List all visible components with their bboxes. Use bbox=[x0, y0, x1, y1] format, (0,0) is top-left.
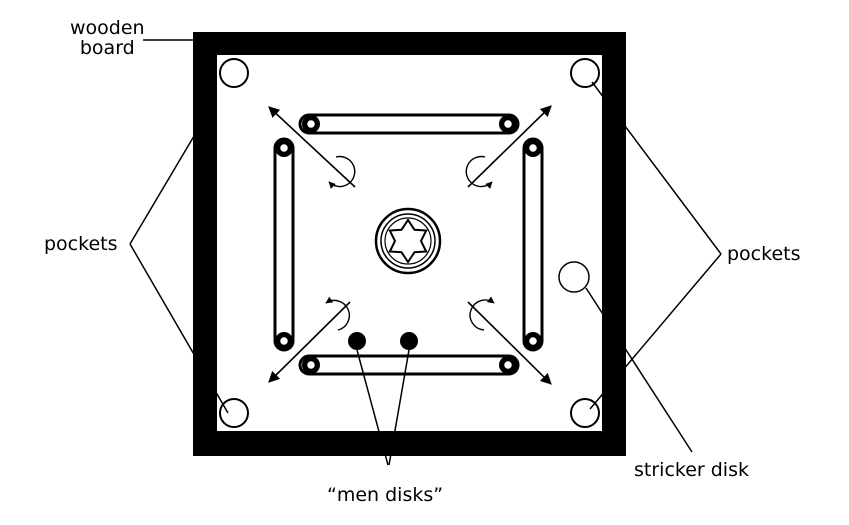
pocket-top-left bbox=[219, 58, 249, 88]
leader-men-disk-1 bbox=[356, 349, 389, 466]
leader-men-disk-2 bbox=[388, 349, 410, 466]
label-pockets-right: pockets bbox=[727, 243, 801, 265]
base-line-right bbox=[522, 137, 544, 352]
base-line-left bbox=[273, 137, 295, 352]
star-icon bbox=[388, 218, 428, 264]
label-stricker-disk: stricker disk bbox=[634, 459, 749, 481]
arrow-bottom-left bbox=[268, 301, 351, 383]
leader-stricker-disk bbox=[585, 287, 693, 453]
label-wooden: wooden bbox=[70, 17, 145, 39]
base-lines bbox=[273, 113, 544, 376]
men-disks bbox=[348, 332, 418, 350]
label-board: board bbox=[79, 37, 135, 59]
base-line-bottom bbox=[298, 354, 520, 376]
arrow-top-right bbox=[467, 105, 552, 188]
label-wooden-board: wooden board bbox=[70, 18, 145, 58]
curved-arrows bbox=[325, 155, 495, 331]
pocket-bottom-left bbox=[219, 398, 249, 428]
arrow-bottom-right bbox=[467, 301, 552, 385]
corner-pockets bbox=[219, 58, 600, 428]
curved-arrow-bottom-right bbox=[469, 296, 495, 331]
label-men-disks: “men disks” bbox=[327, 484, 444, 506]
curved-arrow-top-left bbox=[328, 155, 356, 189]
curved-arrow-top-right bbox=[465, 155, 493, 189]
leader-pockets-right-bottom bbox=[589, 253, 722, 410]
men-disk-2 bbox=[400, 332, 418, 350]
leader-pockets-left-bottom bbox=[129, 243, 229, 414]
leader-lines bbox=[129, 39, 722, 466]
leader-pockets-right-top bbox=[591, 81, 722, 255]
label-pockets-left: pockets bbox=[44, 233, 118, 255]
base-line-end-circles bbox=[275, 115, 542, 374]
arrow-top-left bbox=[268, 106, 356, 188]
leader-pockets-left-top bbox=[129, 130, 198, 245]
curved-arrow-bottom-left bbox=[325, 296, 351, 331]
pocket-top-right bbox=[570, 58, 600, 88]
diagonal-arrows bbox=[268, 105, 552, 385]
base-line-top bbox=[298, 113, 520, 135]
stricker-disk bbox=[558, 261, 590, 293]
men-disk-1 bbox=[348, 332, 366, 350]
center-circle bbox=[374, 207, 442, 275]
